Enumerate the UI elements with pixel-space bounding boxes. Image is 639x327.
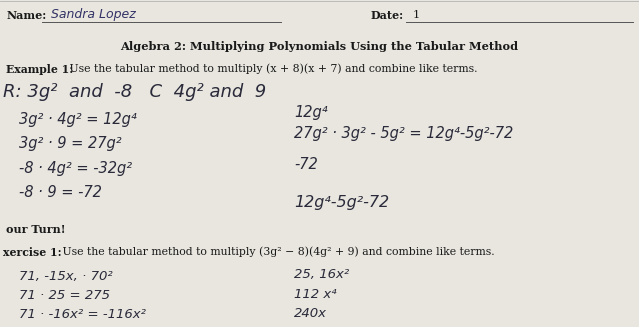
Text: 71, -15x, · 70²: 71, -15x, · 70² <box>19 270 113 283</box>
Text: 71 · -16x² = -116x²: 71 · -16x² = -116x² <box>19 308 146 321</box>
Text: R: 3g²  and  -8   C  4g² and  9: R: 3g² and -8 C 4g² and 9 <box>3 83 266 101</box>
Text: 240x: 240x <box>294 307 327 320</box>
Text: xercise 1:: xercise 1: <box>3 247 62 258</box>
Text: -8 · 9 = -72: -8 · 9 = -72 <box>19 185 102 200</box>
Text: 25, 16x²: 25, 16x² <box>294 268 349 281</box>
Text: 3g² · 4g² = 12g⁴: 3g² · 4g² = 12g⁴ <box>19 112 137 127</box>
Text: Use the tabular method to multiply (x + 8)(x + 7) and combine like terms.: Use the tabular method to multiply (x + … <box>66 64 477 74</box>
Text: 1175x · 351x²: 1175x · 351x² <box>294 326 387 327</box>
Text: -72: -72 <box>294 157 318 172</box>
Text: 1: 1 <box>412 10 419 20</box>
Text: 27g² · 3g² - 5g² = 12g⁴-5g²-72: 27g² · 3g² - 5g² = 12g⁴-5g²-72 <box>294 126 513 141</box>
Text: 112 x⁴: 112 x⁴ <box>294 288 337 301</box>
Text: -8 · 4g² = -32g²: -8 · 4g² = -32g² <box>19 161 132 176</box>
Text: 12g⁴: 12g⁴ <box>294 105 328 120</box>
Text: 10 · -16 = -375x: 10 · -16 = -375x <box>19 326 128 327</box>
Text: 12g⁴-5g²-72: 12g⁴-5g²-72 <box>294 195 389 210</box>
Text: 71 · 25 = 275: 71 · 25 = 275 <box>19 289 110 302</box>
Text: Sandra Lopez: Sandra Lopez <box>51 8 136 21</box>
Text: Example 1:: Example 1: <box>6 64 73 75</box>
Text: Algebra 2: Multiplying Polynomials Using the Tabular Method: Algebra 2: Multiplying Polynomials Using… <box>120 41 519 52</box>
Text: Name:: Name: <box>6 10 47 21</box>
Text: Use the tabular method to multiply (3g² − 8)(4g² + 9) and combine like terms.: Use the tabular method to multiply (3g² … <box>59 247 495 257</box>
Text: 3g² · 9 = 27g²: 3g² · 9 = 27g² <box>19 136 122 151</box>
Text: Date:: Date: <box>371 10 404 21</box>
Text: our Turn!: our Turn! <box>6 224 66 235</box>
